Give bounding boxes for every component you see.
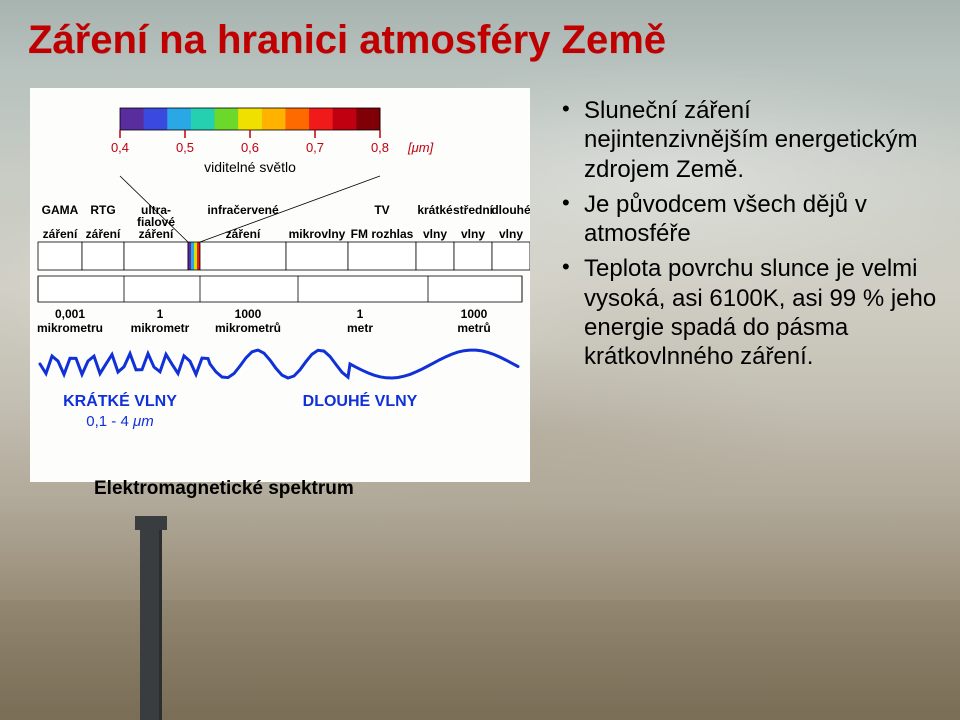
svg-text:0,001: 0,001 xyxy=(55,307,85,321)
svg-text:mikrometru: mikrometru xyxy=(37,321,103,335)
slide-title: Záření na hranici atmosféry Země xyxy=(28,18,666,63)
svg-text:1000: 1000 xyxy=(235,307,262,321)
svg-text:KRÁTKÉ VLNY: KRÁTKÉ VLNY xyxy=(63,391,177,410)
svg-text:infračervené: infračervené xyxy=(207,203,279,217)
svg-text:mikrometr: mikrometr xyxy=(131,321,190,335)
svg-text:[μm]: [μm] xyxy=(407,140,434,155)
svg-text:0,5: 0,5 xyxy=(176,140,194,155)
svg-text:GAMA: GAMA xyxy=(42,203,79,217)
svg-text:1: 1 xyxy=(157,307,164,321)
svg-text:záření: záření xyxy=(226,227,261,241)
svg-text:vlny: vlny xyxy=(499,227,523,241)
svg-text:viditelné světlo: viditelné světlo xyxy=(204,159,296,175)
svg-text:FM rozhlas: FM rozhlas xyxy=(351,227,414,241)
svg-text:0,4: 0,4 xyxy=(111,140,129,155)
svg-text:metrů: metrů xyxy=(457,321,490,335)
svg-text:1000: 1000 xyxy=(461,307,488,321)
bullet-item: Sluneční záření nejintenzivnějším energe… xyxy=(560,96,940,184)
svg-text:dlouhé: dlouhé xyxy=(491,203,530,217)
svg-text:vlny: vlny xyxy=(423,227,447,241)
svg-text:záření: záření xyxy=(86,227,121,241)
bullet-item: Teplota povrchu slunce je velmi vysoká, … xyxy=(560,254,940,371)
svg-text:0,7: 0,7 xyxy=(306,140,324,155)
svg-text:TV: TV xyxy=(374,203,389,217)
bullet-item: Je původcem všech dějů v atmosféře xyxy=(560,190,940,249)
svg-text:metr: metr xyxy=(347,321,373,335)
svg-text:vlny: vlny xyxy=(461,227,485,241)
svg-text:střední: střední xyxy=(453,203,494,217)
svg-text:RTG: RTG xyxy=(90,203,115,217)
svg-text:mikrovlny: mikrovlny xyxy=(289,227,346,241)
svg-text:záření: záření xyxy=(139,227,174,241)
spectrum-diagram: 0,4 0,5 0,6 0,7 0,8 [μm] viditelné světlo GAMA z… xyxy=(30,88,530,482)
smokestack-silhouette xyxy=(140,530,162,720)
svg-text:mikrometrů: mikrometrů xyxy=(215,321,281,335)
svg-text:0,8: 0,8 xyxy=(371,140,389,155)
svg-text:krátké: krátké xyxy=(417,203,453,217)
diagram-caption: Elektromagnetické spektrum xyxy=(94,478,354,500)
svg-text:0,6: 0,6 xyxy=(241,140,259,155)
svg-text:1: 1 xyxy=(357,307,364,321)
svg-text:DLOUHÉ VLNY: DLOUHÉ VLNY xyxy=(303,391,418,410)
svg-text:záření: záření xyxy=(43,227,78,241)
bullet-list: Sluneční záření nejintenzivnějším energe… xyxy=(560,96,940,377)
svg-text:0,1 - 4 μm: 0,1 - 4 μm xyxy=(86,413,153,430)
